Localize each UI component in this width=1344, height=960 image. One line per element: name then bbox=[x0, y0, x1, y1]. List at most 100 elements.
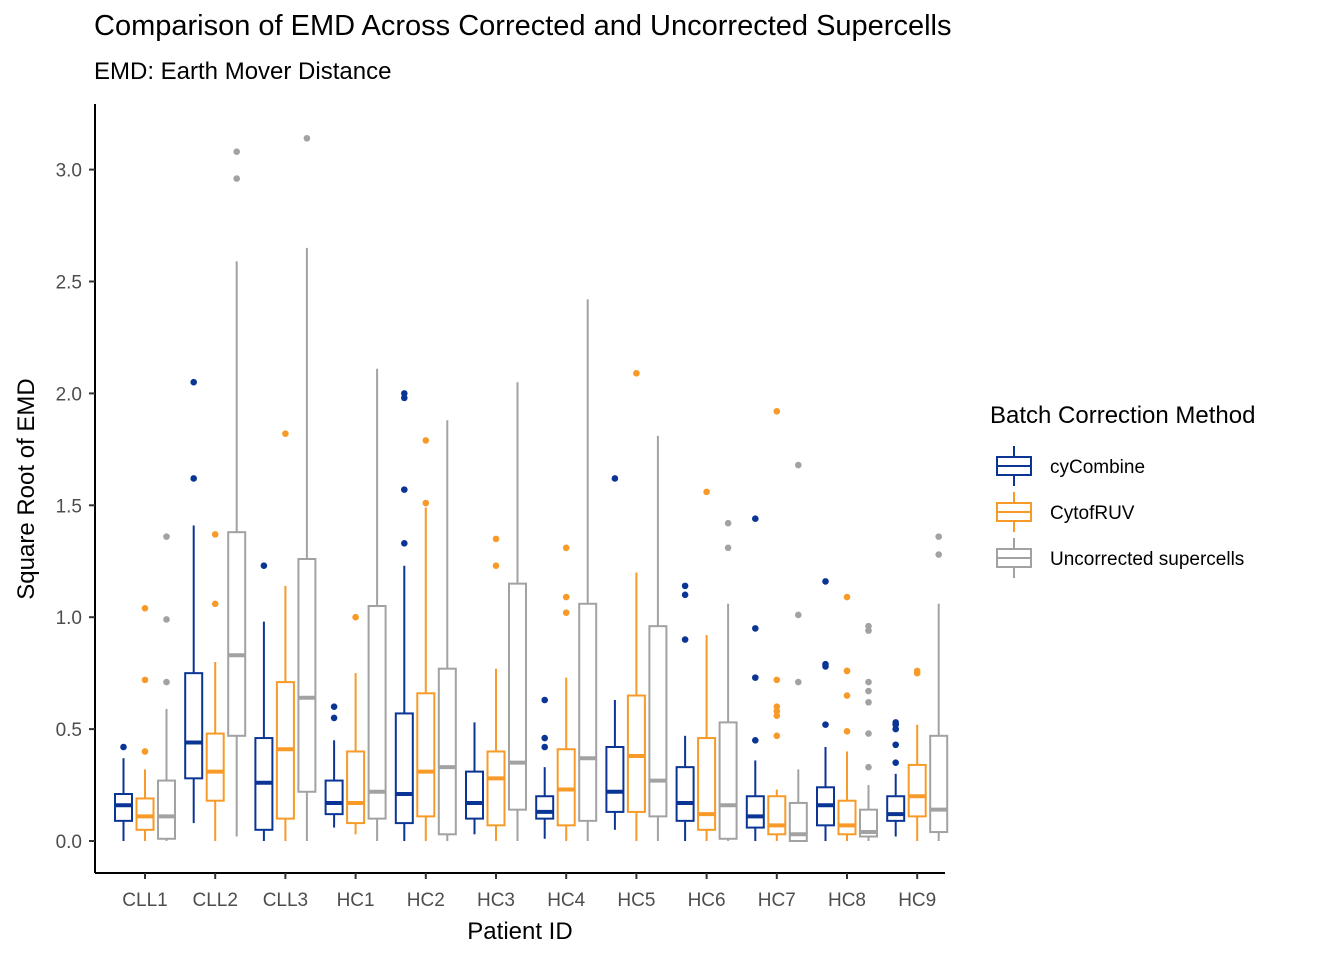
x-axis-ticks: CLL1 CLL2 CLL3 HC1 HC2 HC3 HC4 HC5 HC6 HC7 HC8 HC9 bbox=[122, 873, 936, 911]
outlier-point bbox=[211, 600, 219, 608]
outlier-point bbox=[681, 636, 689, 643]
legend-items: cyCombine CytofRUV Uncorrected supercells bbox=[996, 446, 1244, 578]
outlier-point bbox=[163, 533, 170, 540]
outlier-point bbox=[541, 743, 548, 751]
legend-label: CytofRUV bbox=[1050, 503, 1135, 524]
outlier-point bbox=[541, 696, 548, 704]
y-tick-label: 0.5 bbox=[56, 720, 82, 741]
box-hc3 bbox=[486, 535, 506, 841]
outlier-point bbox=[352, 613, 359, 621]
box-iqr bbox=[535, 795, 555, 820]
outlier-point bbox=[330, 714, 338, 722]
outlier-point bbox=[795, 611, 802, 619]
box-hc2 bbox=[437, 420, 457, 841]
box-iqr bbox=[394, 712, 414, 825]
outlier-point bbox=[120, 743, 127, 751]
outlier-point bbox=[752, 515, 759, 523]
outlier-point bbox=[233, 175, 240, 182]
box-hc5 bbox=[605, 475, 625, 830]
x-tick-label: CLL3 bbox=[263, 890, 308, 911]
outlier-point bbox=[211, 531, 219, 538]
outlier-point bbox=[163, 616, 170, 623]
box-hc1 bbox=[367, 368, 387, 841]
y-axis-ticks: 0.0 0.5 1.0 1.5 2.0 2.5 3.0 bbox=[56, 161, 95, 853]
y-axis-title: Square Root of EMD bbox=[13, 378, 40, 599]
outlier-point bbox=[865, 763, 872, 771]
box-iqr bbox=[697, 737, 717, 831]
box-iqr bbox=[837, 799, 857, 836]
legend-item: CytofRUV bbox=[996, 492, 1135, 532]
outlier-point bbox=[865, 622, 872, 630]
outlier-point bbox=[190, 475, 197, 482]
box-iqr bbox=[578, 602, 598, 822]
box-iqr bbox=[675, 766, 695, 822]
x-tick-label: HC8 bbox=[828, 890, 866, 911]
series-uncorrected-supercells bbox=[157, 134, 949, 842]
box-iqr bbox=[297, 558, 317, 793]
box-iqr bbox=[114, 793, 133, 822]
outlier-point bbox=[233, 148, 240, 155]
box-hc8 bbox=[837, 593, 857, 841]
x-tick-label: HC9 bbox=[898, 890, 936, 911]
outlier-point bbox=[141, 604, 149, 612]
outlier-point bbox=[141, 676, 149, 684]
y-tick-label: 1.5 bbox=[56, 496, 82, 517]
outlier-point bbox=[935, 551, 942, 558]
box-cll2 bbox=[227, 148, 247, 837]
outlier-point bbox=[892, 759, 899, 766]
outlier-point bbox=[795, 461, 802, 469]
box-iqr bbox=[324, 779, 344, 816]
outlier-point bbox=[282, 430, 289, 437]
x-tick-label: HC7 bbox=[758, 890, 796, 911]
outlier-point bbox=[795, 678, 802, 686]
outlier-point bbox=[401, 486, 408, 493]
outlier-point bbox=[752, 625, 759, 632]
x-tick-label: CLL2 bbox=[192, 890, 237, 911]
y-tick-label: 2.0 bbox=[56, 384, 82, 405]
outlier-point bbox=[843, 667, 851, 675]
box-hc2 bbox=[416, 437, 436, 841]
box-hc1 bbox=[324, 703, 344, 828]
box-iqr bbox=[745, 795, 765, 829]
outlier-point bbox=[822, 721, 829, 728]
box-cll3 bbox=[275, 430, 295, 841]
box-iqr bbox=[626, 694, 646, 813]
legend-title: Batch Correction Method bbox=[990, 402, 1255, 429]
outlier-point bbox=[724, 519, 732, 527]
y-tick-label: 1.0 bbox=[56, 608, 82, 629]
box-iqr bbox=[367, 605, 387, 820]
x-tick-label: HC1 bbox=[337, 890, 375, 911]
box-iqr bbox=[886, 795, 906, 822]
outlier-point bbox=[773, 703, 781, 711]
box-hc9 bbox=[929, 533, 949, 841]
box-hc3 bbox=[465, 722, 484, 835]
x-tick-label: HC2 bbox=[407, 890, 445, 911]
outlier-point bbox=[401, 540, 408, 547]
outlier-point bbox=[633, 369, 640, 377]
outlier-point bbox=[892, 741, 899, 749]
outlier-point bbox=[422, 499, 430, 507]
box-hc9 bbox=[886, 719, 906, 837]
plot-marks bbox=[114, 134, 949, 842]
box-iqr bbox=[157, 779, 176, 840]
legend: Batch Correction Method cyCombine CytofRU… bbox=[990, 402, 1255, 578]
outlier-point bbox=[681, 591, 689, 599]
box-hc7 bbox=[745, 515, 765, 841]
outlier-point bbox=[401, 390, 408, 397]
box-hc7 bbox=[788, 461, 808, 842]
box-iqr bbox=[556, 748, 576, 827]
series-cytofruv bbox=[135, 369, 927, 841]
chart-subtitle: EMD: Earth Mover Distance bbox=[94, 58, 392, 85]
box-iqr bbox=[718, 721, 738, 840]
outlier-point bbox=[492, 562, 500, 570]
box-hc8 bbox=[859, 622, 878, 841]
box-cll1 bbox=[114, 743, 133, 841]
x-tick-label: HC5 bbox=[617, 890, 655, 911]
box-iqr bbox=[205, 732, 225, 802]
outlier-point bbox=[562, 593, 570, 601]
outlier-point bbox=[492, 535, 500, 543]
box-iqr bbox=[416, 692, 436, 818]
outlier-point bbox=[141, 748, 149, 755]
box-hc5 bbox=[626, 369, 646, 841]
